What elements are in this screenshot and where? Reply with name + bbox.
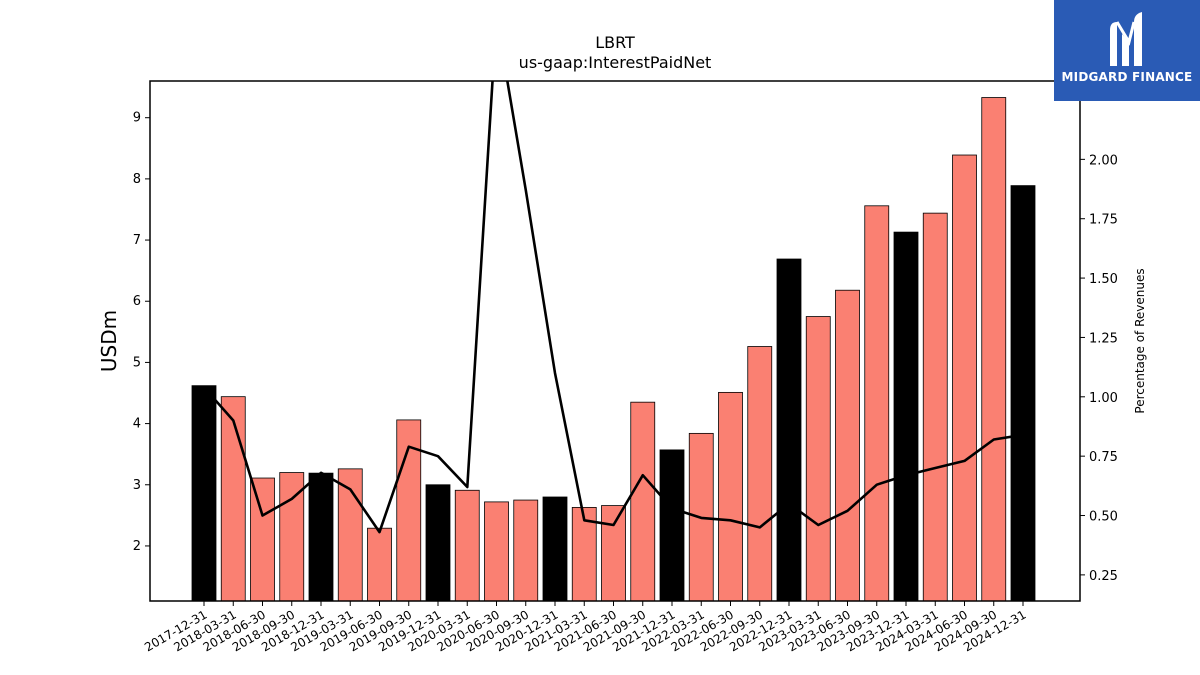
bar-2024-12-31: [1010, 185, 1036, 602]
y-right-tick-label: 1.50: [1089, 272, 1118, 287]
brand-logo: MIDGARD FINANCE: [1054, 0, 1200, 101]
y-axis-right-label: Percentage of Revenues: [1133, 268, 1147, 413]
y-left-tick-label: 4: [133, 417, 141, 432]
chart-subtitle: us-gaap:InterestPaidNet: [519, 53, 712, 72]
y-right-tick-label: 0.50: [1089, 510, 1118, 525]
bar-2024-09-30: [981, 97, 1007, 602]
y-right-tick-label: 1.25: [1089, 331, 1118, 346]
bar-2024-03-31: [922, 212, 948, 602]
bar-2020-06-30: [484, 501, 509, 602]
chart-title: LBRT: [595, 33, 635, 52]
line-series: [203, 81, 1024, 534]
y-axis-left: 2 3 4 5 6 7 8 9: [133, 111, 150, 554]
y-right-tick-label: 1.00: [1089, 391, 1118, 406]
y-left-tick-label: 5: [133, 355, 141, 370]
bar-2023-12-31: [893, 231, 919, 602]
y-left-tick-label: 8: [133, 172, 141, 187]
bar-2023-09-30: [864, 205, 890, 602]
y-left-tick-label: 6: [133, 294, 141, 309]
y-left-tick-label: 7: [133, 233, 141, 248]
bar-2020-12-31: [542, 496, 568, 602]
bar-2018-12-31: [308, 472, 334, 602]
bar-2024-06-30: [952, 154, 977, 602]
x-axis: 2017-12-312018-03-312018-06-302018-09-30…: [142, 601, 1029, 654]
brand-name: MIDGARD FINANCE: [1061, 70, 1193, 84]
y-right-tick-label: 1.75: [1089, 213, 1118, 228]
y-left-tick-label: 2: [133, 539, 141, 554]
bar-2022-06-30: [718, 391, 743, 602]
bar-2023-03-31: [805, 316, 831, 602]
bar-2022-09-30: [747, 346, 773, 602]
bar-2023-06-30: [835, 289, 860, 602]
y-left-tick-label: 3: [133, 478, 141, 493]
bar-2020-03-31: [454, 489, 480, 602]
y-axis-left-label: USDm: [97, 310, 121, 372]
bar-2018-03-31: [220, 396, 246, 602]
bar-2017-12-31: [191, 385, 217, 602]
y-left-tick-label: 9: [133, 111, 141, 126]
bar-2021-06-30: [601, 505, 626, 602]
y-right-tick-label: 0.25: [1089, 569, 1118, 584]
bar-2018-06-30: [250, 477, 275, 602]
midgard-logo-icon: [1110, 12, 1142, 66]
bar-2018-09-30: [279, 472, 305, 602]
bar-2019-12-31: [425, 484, 451, 602]
bar-2021-12-31: [659, 449, 685, 602]
plot-frame: [149, 80, 1081, 602]
bar-2020-09-30: [513, 499, 539, 602]
bar-2022-12-31: [776, 258, 802, 602]
bar-2021-09-30: [630, 401, 656, 602]
y-axis-right: 0.25 0.50 0.75 1.00 1.25 1.50 1.75 2.00: [1080, 153, 1118, 584]
bar-2021-03-31: [571, 506, 597, 602]
y-right-tick-label: 2.00: [1089, 153, 1118, 168]
bar-2019-06-30: [367, 527, 392, 602]
y-right-tick-label: 0.75: [1089, 450, 1118, 465]
line-group: [203, 81, 1024, 534]
